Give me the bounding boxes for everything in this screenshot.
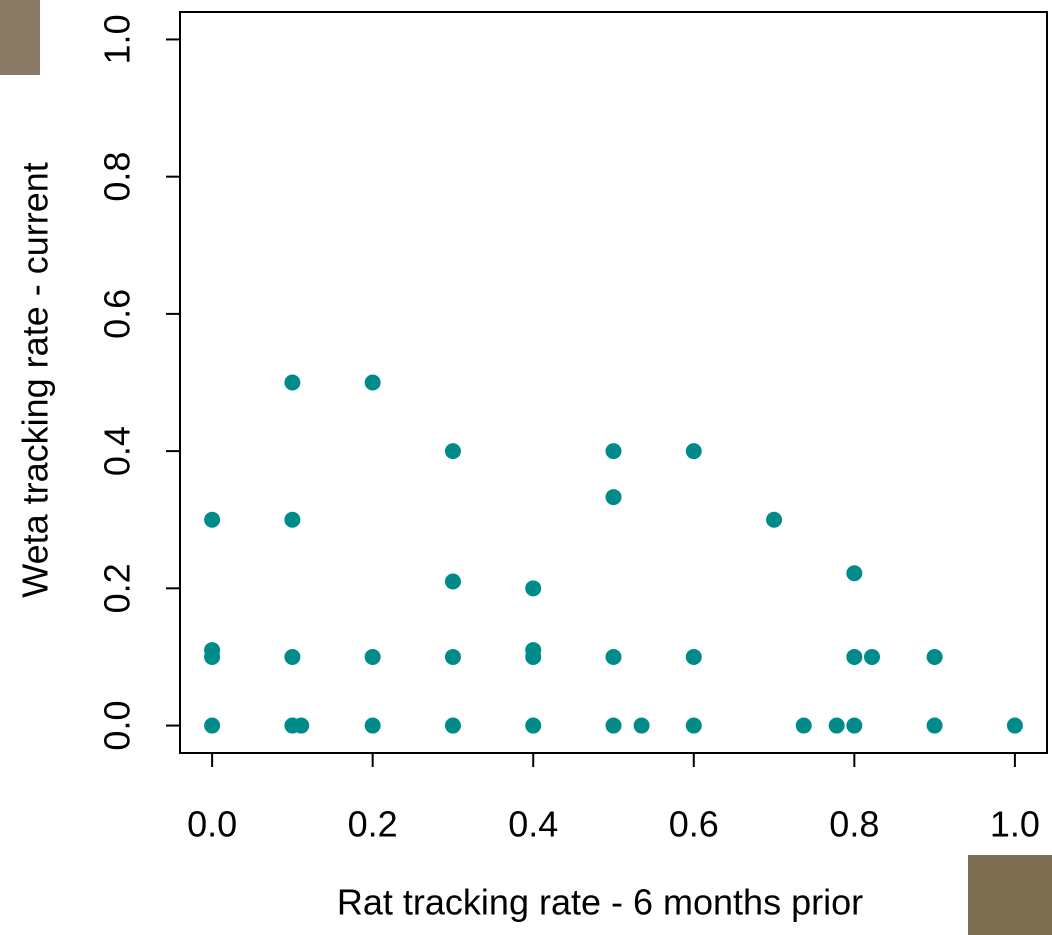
- corner-photo: [0, 0, 40, 75]
- y-tick-label: 0.0: [97, 701, 138, 751]
- x-tick-label: 1.0: [990, 804, 1040, 845]
- point: [364, 648, 381, 665]
- point: [926, 648, 943, 665]
- x-axis-title: Rat tracking rate - 6 months prior: [337, 882, 863, 923]
- point: [685, 717, 702, 734]
- point: [364, 374, 381, 391]
- point: [1006, 717, 1023, 734]
- y-axis-title: Weta tracking rate - current: [15, 162, 56, 598]
- point: [926, 717, 943, 734]
- point: [525, 717, 542, 734]
- point: [846, 648, 863, 665]
- point: [846, 565, 863, 582]
- point: [685, 648, 702, 665]
- point: [444, 443, 461, 460]
- point: [284, 648, 301, 665]
- point: [766, 511, 783, 528]
- y-tick-label: 0.4: [97, 426, 138, 476]
- point: [204, 717, 221, 734]
- y-tick-label: 0.6: [97, 289, 138, 339]
- corner-photo: [968, 855, 1052, 935]
- point: [605, 648, 622, 665]
- point: [863, 648, 880, 665]
- y-tick-label: 1.0: [97, 14, 138, 64]
- x-tick-label: 0.2: [348, 804, 398, 845]
- x-tick-label: 0.6: [669, 804, 719, 845]
- x-tick-label: 0.8: [829, 804, 879, 845]
- point: [795, 717, 812, 734]
- x-tick-label: 0.4: [508, 804, 558, 845]
- point: [284, 511, 301, 528]
- point: [284, 374, 301, 391]
- point: [605, 489, 622, 506]
- point: [444, 573, 461, 590]
- point: [525, 648, 542, 665]
- point: [293, 717, 310, 734]
- point: [364, 717, 381, 734]
- point: [605, 717, 622, 734]
- x-tick-label: 0.0: [187, 804, 237, 845]
- plot-frame: [179, 11, 1048, 754]
- point: [444, 717, 461, 734]
- point: [204, 648, 221, 665]
- point: [525, 580, 542, 597]
- y-tick-label: 0.2: [97, 563, 138, 613]
- point: [204, 511, 221, 528]
- point: [846, 717, 863, 734]
- point: [828, 717, 845, 734]
- point: [605, 443, 622, 460]
- point: [633, 717, 650, 734]
- y-tick-label: 0.8: [97, 152, 138, 202]
- point: [444, 648, 461, 665]
- point: [685, 443, 702, 460]
